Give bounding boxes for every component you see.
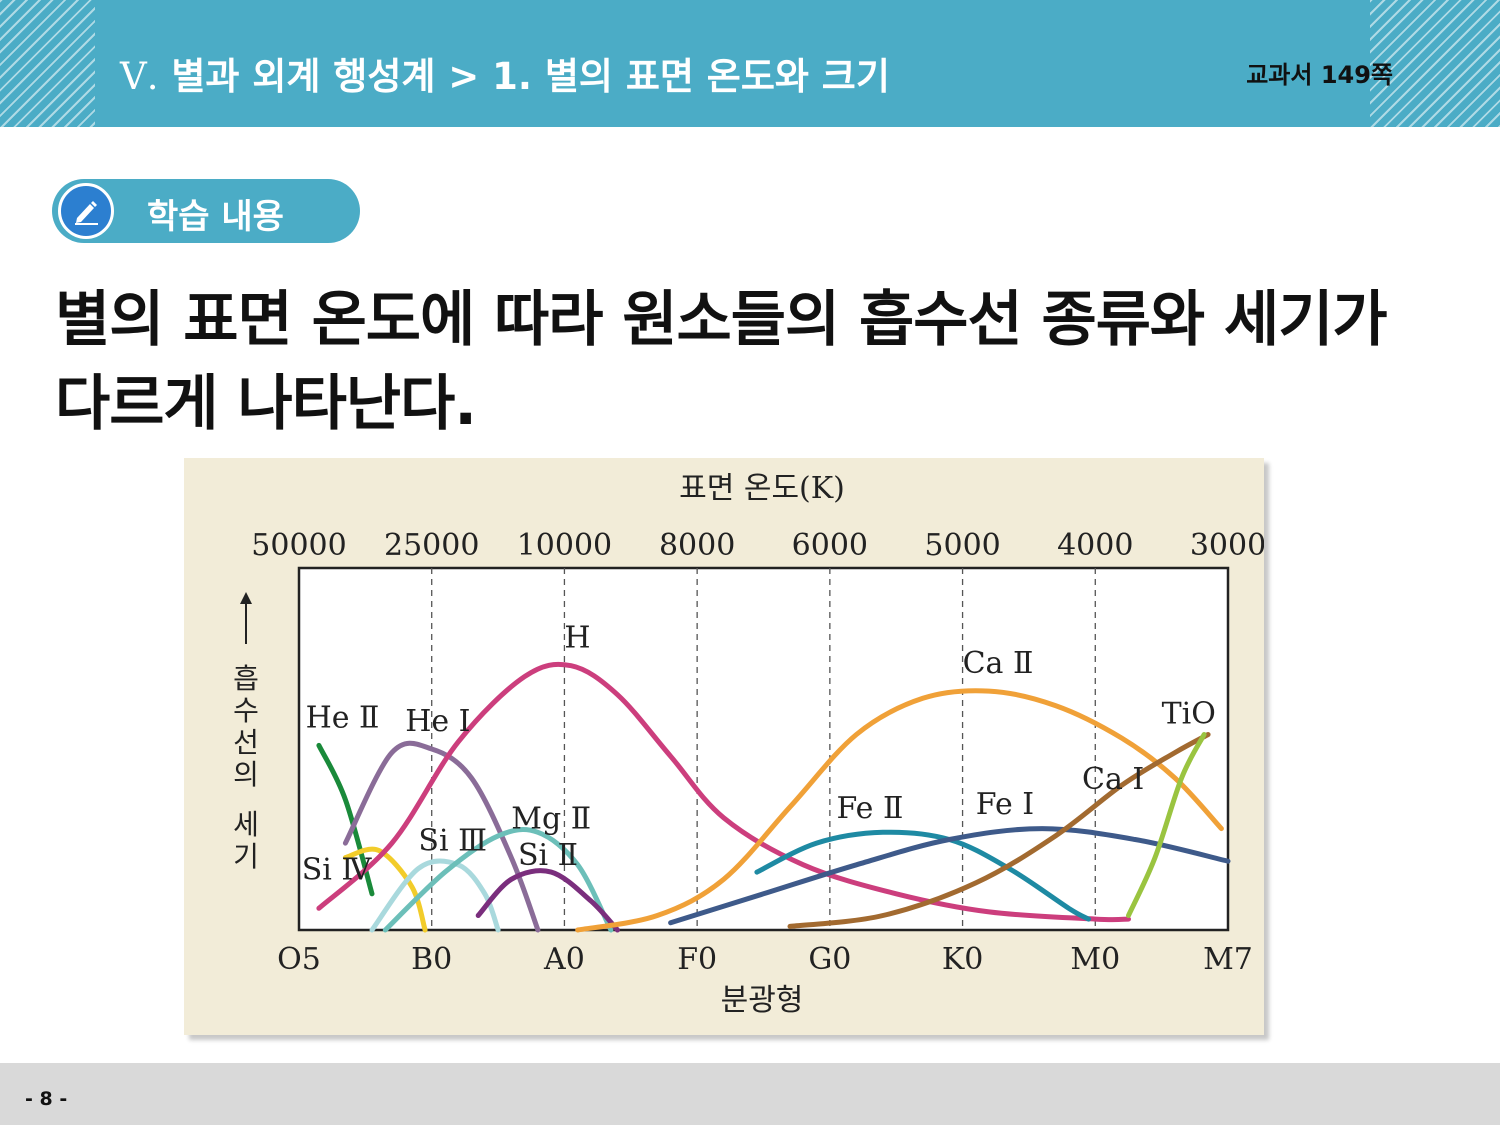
y-axis-label-char: 세 [233,808,259,841]
header-bar: Ⅴ. 별과 외계 행성계 > 1. 별의 표면 온도와 크기 교과서 149쪽 [0,0,1500,127]
x-tick-label: M7 [1203,942,1253,977]
series-line [316,742,375,897]
top-tick-label: 6000 [792,528,868,563]
tick-labels: O5 B0 A0 F0 G0 K0 M0 M7 50000 25000 10000 8000 6000 5… [251,528,1264,977]
series-label: He Ⅱ [306,700,380,735]
x-tick-label: M0 [1070,942,1120,977]
y-axis-label-char: 흡 [233,662,259,695]
series-line [787,732,1211,929]
y-axis-label-char: 기 [233,840,259,873]
series-line [1126,732,1207,918]
series-label: Fe Ⅰ [976,787,1034,822]
x-tick-label: G0 [808,942,851,977]
series-label: Fe Ⅱ [837,791,904,826]
series-label: Mg Ⅱ [511,802,591,837]
breadcrumb-chapter-number: Ⅴ. [120,55,159,98]
series-label: Si Ⅱ [518,838,578,873]
x-tick-label: B0 [411,942,452,977]
section-label: 학습 내용 [147,197,284,237]
page-number: - 8 - [25,1088,68,1110]
series-label: Si Ⅲ [418,823,487,858]
series-line [475,868,620,933]
series-label: He Ⅰ [405,704,470,739]
series-line [316,661,1131,923]
y-axis-arrow-head [240,592,252,604]
x-tick-label: A0 [543,942,585,977]
series-label: TiO [1162,697,1216,732]
x-tick-label: F0 [677,942,717,977]
series-line [575,688,1224,933]
y-axis-label-char: 수 [233,694,259,727]
section-badge: 학습 내용 [52,179,360,243]
x-axis-label: 분광형 [721,983,804,1018]
header-hatch-left [0,0,95,127]
series-line [668,826,1231,926]
header-hatch-right [1370,0,1500,127]
top-tick-label: 3000 [1190,528,1264,563]
pencil-icon [58,183,114,239]
series-label: H [564,621,590,656]
top-tick-label: 5000 [924,528,1000,563]
top-tick-label: 8000 [659,528,735,563]
series-lines [316,661,1231,933]
footer-bar: - 8 - [0,1063,1500,1125]
y-axis-label-char: 선 [233,726,259,759]
series-label: Ca Ⅰ [1082,762,1144,797]
x-tick-label: O5 [277,942,321,977]
series-line [342,846,428,933]
top-tick-label: 50000 [251,528,346,563]
breadcrumb: Ⅴ. 별과 외계 행성계 > 1. 별의 표면 온도와 크기 [120,46,890,100]
series-label: Si Ⅳ [302,852,373,887]
top-tick-label: 4000 [1057,528,1133,563]
top-tick-label: 10000 [517,528,612,563]
x-tick-label: K0 [942,942,984,977]
top-tick-label: 25000 [384,528,479,563]
main-statement: 별의 표면 온도에 따라 원소들의 흡수선 종류와 세기가 다르게 나타난다. [55,285,1388,439]
y-axis-label-char: 의 [233,758,259,791]
series-line [342,740,541,933]
series-label: Ca Ⅱ [963,646,1034,681]
series-line [382,827,614,933]
breadcrumb-text: 별과 외계 행성계 > 1. 별의 표면 온도와 크기 [171,55,890,98]
textbook-page-reference: 교과서 149쪽 [1246,61,1393,89]
chart-title: 표면 온도(K) [679,471,845,506]
